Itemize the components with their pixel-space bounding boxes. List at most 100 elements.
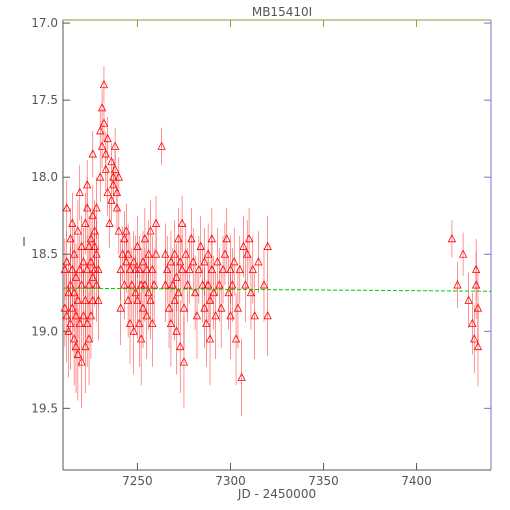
data-point [213, 228, 222, 296]
data-point [88, 130, 97, 178]
data-point [473, 306, 483, 387]
data-point [110, 127, 120, 165]
x-axis-label: JD - 2450000 [237, 487, 316, 501]
data-point [75, 164, 84, 221]
data-point [129, 288, 138, 375]
data-point [142, 272, 151, 360]
data-point [176, 300, 185, 393]
data-point [137, 292, 146, 386]
data-point [181, 223, 190, 286]
data-point [200, 268, 209, 349]
data-points [60, 66, 483, 417]
data-point [202, 280, 211, 367]
data-point [179, 315, 189, 409]
data-point [75, 280, 84, 367]
data-point [103, 169, 112, 216]
data-point [114, 157, 123, 198]
x-tick-label: 7400 [401, 474, 432, 488]
plot-frame [62, 19, 492, 471]
data-point [235, 235, 244, 304]
data-point [231, 292, 241, 386]
data-point [189, 228, 198, 296]
data-point [226, 272, 235, 360]
data-point [148, 280, 157, 367]
data-point [118, 226, 127, 282]
data-point [73, 200, 83, 262]
data-point [114, 208, 123, 255]
data-point [83, 160, 92, 210]
data-point [86, 272, 96, 360]
data-point [146, 261, 155, 340]
data-point [62, 180, 71, 236]
data-point [103, 117, 112, 161]
data-point [468, 292, 477, 355]
x-tick-label: 7350 [308, 474, 339, 488]
data-point [164, 268, 174, 349]
data-point [129, 231, 138, 293]
data-point [207, 208, 217, 270]
data-point [84, 292, 94, 386]
data-point [73, 308, 83, 401]
data-point [187, 208, 196, 270]
data-point [92, 177, 101, 239]
data-point [96, 152, 105, 202]
data-point [105, 198, 114, 249]
data-point [453, 261, 462, 309]
data-point [125, 283, 135, 364]
data-point [254, 231, 263, 293]
data-point [81, 300, 90, 393]
data-point [447, 220, 457, 258]
y-axis-label: I [22, 235, 26, 249]
data-point [157, 127, 166, 165]
y-tick-label: 19.0 [31, 324, 58, 338]
data-point [99, 104, 109, 142]
data-point [233, 268, 243, 349]
data-point [97, 124, 107, 168]
x-tick-label: 7300 [215, 474, 246, 488]
data-point [218, 235, 228, 304]
data-point [166, 280, 176, 367]
data-point [471, 251, 481, 319]
data-point [133, 215, 142, 278]
data-point [163, 235, 172, 304]
data-point [83, 280, 92, 367]
y-axis-ticks: 17.0 17.5 18.0 18.5 19.0 19.5 [31, 16, 491, 415]
y-tick-label: 18.0 [31, 170, 58, 184]
data-point [243, 220, 252, 289]
data-point [101, 147, 110, 192]
data-point [116, 271, 125, 346]
x-axis-ticks: 7250 7300 7350 7400 [122, 20, 432, 488]
data-point [248, 235, 257, 304]
data-point [259, 248, 269, 323]
data-point [176, 228, 185, 296]
data-point [79, 228, 88, 296]
data-point [239, 215, 248, 278]
data-point [99, 66, 109, 104]
data-point [244, 208, 254, 270]
data-point [211, 272, 220, 360]
data-point [263, 215, 272, 278]
data-point [196, 215, 205, 278]
y-tick-label: 17.5 [31, 93, 58, 107]
data-point [151, 195, 161, 252]
data-point [177, 235, 187, 304]
x-tick-label: 7250 [122, 474, 153, 488]
data-point [217, 268, 226, 349]
data-point [88, 184, 97, 247]
data-point [230, 228, 239, 296]
data-point [77, 315, 86, 409]
data-point [241, 248, 250, 323]
data-point [70, 254, 79, 332]
y-tick-label: 17.0 [31, 16, 58, 30]
data-point [112, 186, 122, 230]
y-tick-label: 18.5 [31, 247, 58, 261]
fit-line [62, 287, 492, 292]
data-point [192, 272, 202, 360]
data-point [185, 235, 194, 304]
data-point [92, 248, 101, 323]
data-point [146, 200, 155, 262]
data-point [94, 260, 103, 341]
data-point [237, 339, 246, 417]
data-point [464, 272, 473, 329]
